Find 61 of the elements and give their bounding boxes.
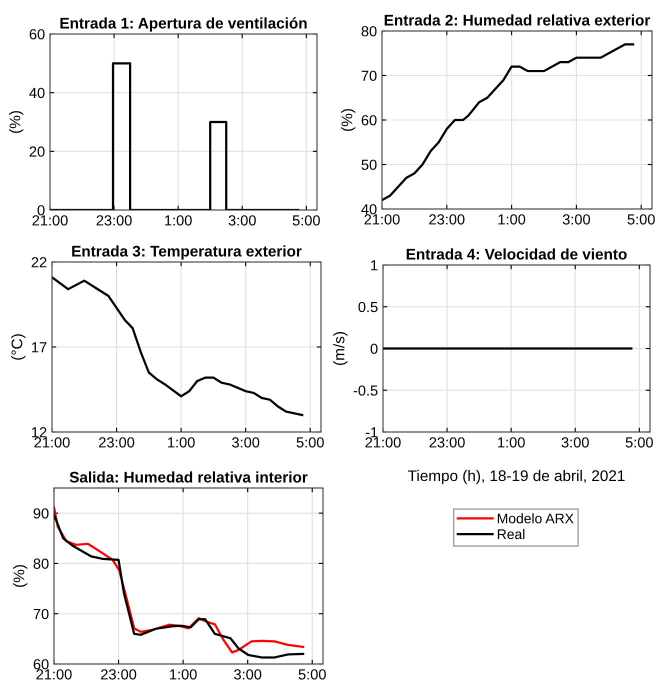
y-tick-label: 80: [34, 558, 49, 569]
x-tick-label: 21:00: [36, 669, 72, 680]
y-tick-label: -1: [366, 427, 378, 438]
y-axis-title: (%): [9, 111, 24, 133]
y-axis-title: (m/s): [333, 332, 348, 365]
line-series: [382, 43, 634, 202]
x-tick-label: 23:00: [430, 437, 465, 448]
y-tick-label: 1: [371, 260, 378, 270]
x-tick-label: 5:00: [626, 437, 653, 448]
y-tick-label: 20: [30, 146, 45, 157]
y-tick-label: 60: [34, 659, 49, 670]
chart-title: Entrada 1: Apertura de ventilación: [60, 17, 307, 32]
chart-title: Entrada 2: Humedad relativa exterior: [384, 14, 650, 26]
y-axis-title: (°C): [11, 334, 26, 360]
y-tick-label: 22: [32, 257, 46, 268]
x-tick-label: 21:00: [34, 437, 70, 448]
y-axis-title: (%): [341, 109, 356, 131]
y-tick-label: 80: [362, 26, 377, 36]
x-tick-label: 1:00: [165, 215, 192, 226]
x-tick-label: 23:00: [101, 669, 136, 680]
y-tick-label: 60: [30, 29, 45, 40]
x-tick-label: 23:00: [96, 215, 132, 226]
y-tick-label: 90: [34, 508, 49, 519]
x-tick-label: 5:00: [298, 669, 326, 680]
y-tick-label: 60: [362, 115, 377, 126]
line-series: [52, 276, 304, 416]
chart-title: Entrada 3: Temperatura exterior: [72, 245, 302, 260]
x-axis-title: Tiempo (h), 18-19 de abril, 2021: [408, 470, 625, 484]
y-tick-label: 0: [38, 205, 45, 216]
chart-title: Salida: Humedad relativa interior: [70, 471, 308, 483]
x-tick-label: 5:00: [296, 437, 324, 448]
x-tick-label: 23:00: [99, 437, 134, 448]
x-tick-label: 23:00: [429, 214, 464, 225]
x-tick-label: 3:00: [232, 437, 260, 448]
x-tick-label: 21:00: [364, 214, 400, 225]
x-tick-label: 3:00: [562, 214, 590, 225]
x-tick-label: 21:00: [365, 437, 401, 448]
x-tick-label: 1:00: [498, 437, 525, 448]
legend-label: Real: [498, 528, 524, 540]
x-tick-label: 5:00: [628, 214, 655, 225]
x-tick-label: 1:00: [170, 669, 197, 680]
y-tick-label: 12: [32, 427, 46, 438]
x-tick-label: 5:00: [292, 215, 320, 226]
x-tick-label: 21:00: [32, 215, 68, 226]
y-tick-label: 17: [32, 342, 46, 352]
legend-label: Modelo ARX: [498, 513, 574, 524]
y-tick-label: -0.5: [354, 385, 378, 396]
y-tick-label: 40: [361, 204, 377, 214]
y-axis-title: (%): [13, 565, 28, 587]
y-tick-label: 50: [362, 160, 377, 170]
x-tick-label: 3:00: [234, 669, 262, 680]
y-tick-label: 0.5: [358, 302, 378, 312]
y-tick-label: 70: [362, 70, 377, 81]
chart-title: Entrada 4: Velocidad de viento: [406, 248, 627, 260]
x-tick-label: 1:00: [498, 214, 526, 225]
x-tick-label: 3:00: [562, 437, 589, 448]
x-tick-label: 3:00: [228, 215, 256, 226]
y-tick-label: 0: [370, 344, 378, 354]
y-tick-label: 40: [29, 88, 45, 98]
x-tick-label: 1:00: [168, 437, 195, 448]
y-tick-label: 70: [34, 608, 49, 620]
